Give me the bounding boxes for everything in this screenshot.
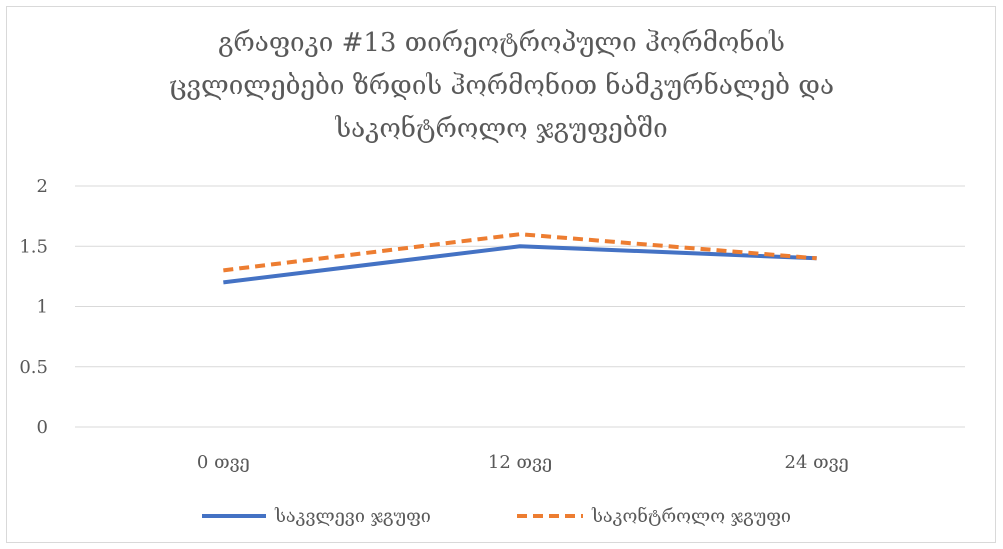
legend-label-1: საკვლევი ჯგუფი (274, 506, 431, 527)
chart-title-line-2: ცვლილებები ზრდის ჰორმონით ნამკურნალებ და (168, 71, 835, 101)
legend-label-2: საკონტროლო ჯგუფი (591, 505, 791, 527)
gridlines (75, 185, 965, 428)
chart-title-line-1: გრაფიკი #13 თირეოტროპული ჰორმონის (218, 28, 785, 58)
y-tick-label: 0.5 (19, 357, 48, 378)
chart-title-line-3: საკონტროლო ჯგუფებში (335, 114, 668, 144)
legend: საკვლევი ჯგუფი საკონტროლო ჯგუფი (202, 505, 791, 527)
chart-frame (6, 6, 996, 543)
x-tick-label: 0 თვე (197, 452, 250, 473)
y-tick-label: 1 (37, 297, 48, 318)
y-tick-label: 0 (37, 417, 48, 438)
series-line-1 (223, 244, 817, 285)
y-tick-label: 2 (37, 176, 48, 197)
x-tick-label: 24 თვე (785, 452, 849, 473)
series-line-2 (223, 232, 817, 273)
axis-labels: 0 0.5 1 1.5 2 0 თვე 12 თვე 24 თვე (19, 176, 848, 473)
y-tick-label: 1.5 (19, 236, 48, 257)
series-lines (223, 232, 817, 285)
x-tick-label: 12 თვე (488, 452, 552, 473)
chart-title: გრაფიკი #13 თირეოტროპული ჰორმონის ცვლილე… (0, 22, 1003, 151)
